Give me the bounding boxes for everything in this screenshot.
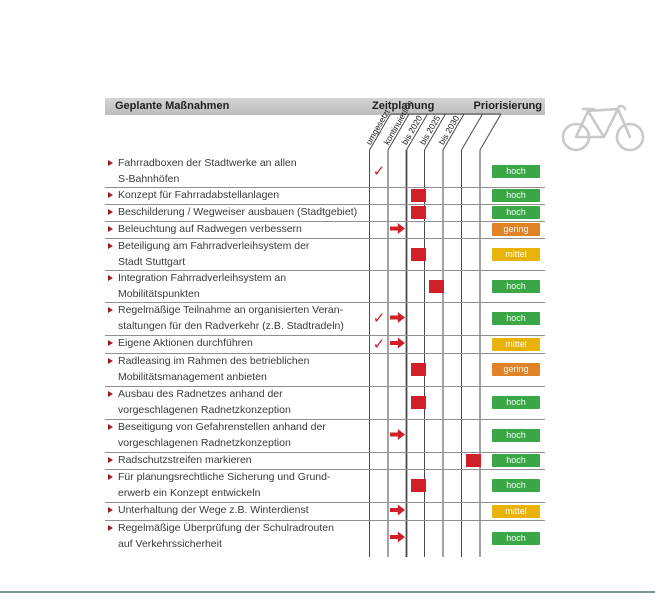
priority-badge: hoch xyxy=(492,189,540,202)
square-marker-icon xyxy=(411,247,426,261)
bullet-arrow-icon xyxy=(108,307,113,313)
table-header-bar: Geplante Maßnahmen Zeitplanung Priorisie… xyxy=(105,98,545,115)
table-row: Integration Fahrradverleihsystem an Mobi… xyxy=(105,270,545,303)
measure-text: Eigene Aktionen durchführen xyxy=(118,337,253,349)
square-marker-icon xyxy=(411,189,426,202)
arrow-marker-icon xyxy=(390,312,405,323)
priority-badge: hoch xyxy=(492,312,540,325)
measure-text: Regelmäßige Überprüfung der Schulradrout… xyxy=(118,522,334,550)
measure-text: Beteiligung am Fahrradverleihsystem der … xyxy=(118,240,310,268)
bullet-arrow-icon xyxy=(108,275,113,281)
table-row: Beschilderung / Wegweiser ausbauen (Stad… xyxy=(105,204,545,222)
square-marker-icon xyxy=(411,396,426,409)
header-priority-label: Priorisierung xyxy=(473,100,542,112)
bullet-arrow-icon xyxy=(108,507,113,513)
table-row: Regelmäßige Teilnahme an organisierten V… xyxy=(105,302,545,336)
table-row: Regelmäßige Überprüfung der Schulradrout… xyxy=(105,520,545,557)
measure-text: Beleuchtung auf Radwegen verbessern xyxy=(118,223,302,235)
priority-badge: mittel xyxy=(492,504,540,518)
measure-text: Radleasing im Rahmen des betrieblichen M… xyxy=(118,355,310,383)
square-marker-icon xyxy=(411,479,426,492)
priority-badge: gering xyxy=(492,363,540,376)
measure-text: Beschilderung / Wegweiser ausbauen (Stad… xyxy=(118,206,358,218)
bullet-arrow-icon xyxy=(108,424,113,430)
priority-badge: mittel xyxy=(492,337,540,351)
bullet-arrow-icon xyxy=(108,192,113,198)
check-marker-icon: ✓ xyxy=(372,162,386,180)
bullet-arrow-icon xyxy=(108,243,113,249)
bullet-arrow-icon xyxy=(108,160,113,166)
bullet-arrow-icon xyxy=(108,474,113,480)
measure-text: Für planungsrechtliche Sicherung und Gru… xyxy=(118,471,331,499)
square-marker-icon xyxy=(429,279,444,293)
priority-badge: gering xyxy=(492,223,540,236)
page-footer-rule xyxy=(0,591,655,593)
arrow-marker-icon xyxy=(390,223,405,234)
priority-badge: hoch xyxy=(492,164,540,178)
measure-text: Fahrradboxen der Stadtwerke an allen S-B… xyxy=(118,157,297,185)
arrow-marker-icon xyxy=(390,531,405,543)
measure-text: Konzept für Fahrradabstellanlagen xyxy=(118,189,280,201)
bullet-arrow-icon xyxy=(108,525,113,531)
header-measures-label: Geplante Maßnahmen xyxy=(115,100,230,112)
priority-badge: hoch xyxy=(492,454,540,467)
square-marker-icon xyxy=(411,363,426,376)
check-marker-icon: ✓ xyxy=(372,310,386,327)
table-row: Konzept für Fahrradabstellanlagen hoch xyxy=(105,187,545,205)
table-row: Beleuchtung auf Radwegen verbessern gerin… xyxy=(105,221,545,239)
header-timeplan-label: Zeitplanung xyxy=(372,100,435,112)
table-row: Radleasing im Rahmen des betrieblichen M… xyxy=(105,353,545,387)
bullet-arrow-icon xyxy=(108,340,113,346)
bullet-arrow-icon xyxy=(108,391,113,397)
table-row: Für planungsrechtliche Sicherung und Gru… xyxy=(105,469,545,503)
table-row: Unterhaltung der Wege z.B. Winterdienst m… xyxy=(105,502,545,521)
arrow-marker-icon xyxy=(390,504,405,516)
measure-text: Regelmäßige Teilnahme an organisierten V… xyxy=(118,304,344,332)
table-row: Ausbau des Radnetzes anhand der vorgesch… xyxy=(105,386,545,420)
table-row: Beteiligung am Fahrradverleihsystem der … xyxy=(105,238,545,271)
arrow-marker-icon xyxy=(390,429,405,440)
measure-text: Beseitigung von Gefahrenstellen anhand d… xyxy=(118,421,326,449)
measure-text: Unterhaltung der Wege z.B. Winterdienst xyxy=(118,504,309,516)
bullet-arrow-icon xyxy=(108,209,113,215)
priority-badge: hoch xyxy=(492,279,540,293)
square-marker-icon xyxy=(466,454,481,467)
measure-text: Ausbau des Radnetzes anhand der vorgesch… xyxy=(118,388,291,416)
priority-badge: hoch xyxy=(492,531,540,545)
table-row: Fahrradboxen der Stadtwerke an allen S-B… xyxy=(105,155,545,188)
check-marker-icon: ✓ xyxy=(372,335,386,353)
table-row: Radschutzstreifen markieren hoch xyxy=(105,452,545,470)
bullet-arrow-icon xyxy=(108,457,113,463)
priority-badge: hoch xyxy=(492,206,540,219)
priority-badge: hoch xyxy=(492,396,540,409)
bicycle-icon xyxy=(561,104,645,152)
arrow-marker-icon xyxy=(390,337,405,349)
priority-badge: mittel xyxy=(492,247,540,261)
bullet-arrow-icon xyxy=(108,226,113,232)
measure-text: Integration Fahrradverleihsystem an Mobi… xyxy=(118,272,287,300)
table-row: Eigene Aktionen durchführen ✓ mittel xyxy=(105,335,545,354)
bullet-arrow-icon xyxy=(108,358,113,364)
square-marker-icon xyxy=(411,206,426,219)
priority-badge: hoch xyxy=(492,479,540,492)
table-row: Beseitigung von Gefahrenstellen anhand d… xyxy=(105,419,545,453)
priority-badge: hoch xyxy=(492,429,540,442)
measure-text: Radschutzstreifen markieren xyxy=(118,454,252,466)
